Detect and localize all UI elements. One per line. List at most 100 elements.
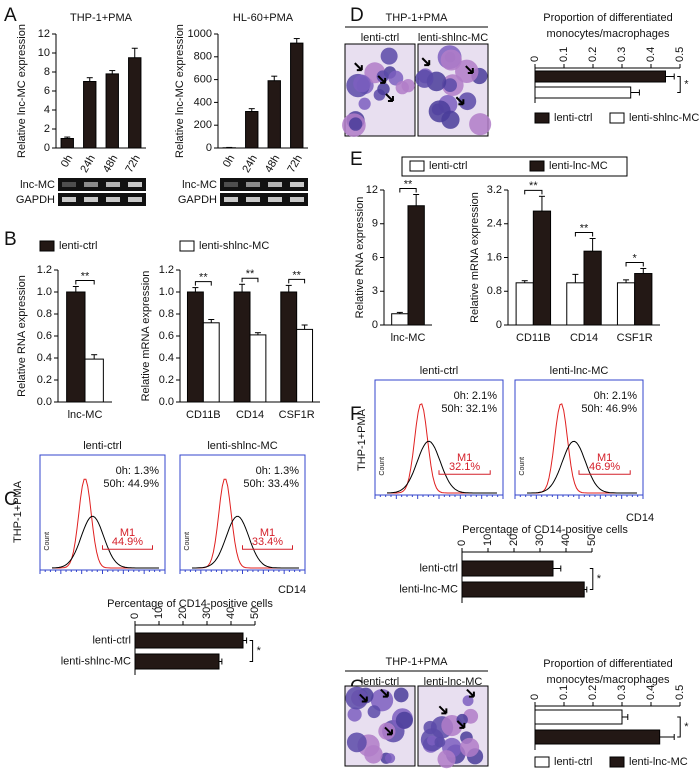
- cell: [358, 97, 371, 110]
- y-tick-label: 0.4: [159, 352, 174, 364]
- y-tick-label: 0.4: [37, 352, 52, 364]
- gel-strip: [58, 193, 146, 206]
- significance-label: **: [292, 269, 301, 281]
- count-label: Count: [184, 532, 191, 551]
- y-axis-label: Relative lnc-MC expression: [16, 24, 28, 158]
- y-tick-label: 4: [44, 104, 50, 116]
- bar: [202, 322, 220, 403]
- cell: [462, 695, 474, 707]
- bar: [134, 653, 220, 670]
- gel-band: [84, 197, 98, 202]
- bar: [83, 81, 97, 149]
- y-axis-label: Relative mRNA expression: [469, 192, 481, 323]
- x-tick-label: 10: [482, 534, 494, 546]
- panel-label: B: [4, 229, 17, 250]
- y-axis-label: Relative RNA expression: [354, 197, 366, 319]
- chart-title: Percentage of CD14-positive cells: [462, 524, 628, 536]
- gate-value: 44.9%: [112, 536, 143, 548]
- significance-bracket: [399, 188, 417, 193]
- bar: [634, 273, 653, 326]
- x-tick-label: 24h: [240, 153, 260, 175]
- x-tick-label: 50: [586, 534, 598, 546]
- arrow: [384, 726, 393, 736]
- gate-name: M1: [260, 527, 275, 539]
- bar: [583, 250, 602, 326]
- flow-frame: [39, 454, 166, 571]
- arrow: [421, 57, 431, 67]
- legend-swatch: [529, 160, 545, 172]
- x-axis-label: CD14: [626, 512, 654, 524]
- x-tick-label: 20: [508, 534, 520, 546]
- legend-swatch: [534, 112, 550, 124]
- histogram-curve: [52, 515, 159, 569]
- bar: [233, 291, 251, 403]
- cell: [437, 750, 456, 769]
- legend-label: lenti-ctrl: [429, 160, 468, 172]
- bar: [534, 70, 666, 83]
- side-label: THP-1+PMA: [356, 408, 368, 471]
- flow-stat: 50h: 33.4%: [243, 478, 299, 490]
- bar: [245, 111, 259, 149]
- gel-band: [62, 182, 76, 187]
- bar: [290, 42, 304, 149]
- x-tick-label: CD11B: [186, 409, 221, 421]
- x-tick-label: 0: [129, 613, 141, 619]
- bar: [128, 57, 142, 149]
- flow-stat: 0h: 1.3%: [256, 465, 300, 477]
- x-tick-label: 48h: [263, 153, 283, 175]
- bar: [534, 729, 661, 745]
- y-tick-label: 0.0: [37, 396, 52, 408]
- gate-name: M1: [120, 527, 135, 539]
- cell: [353, 74, 371, 93]
- image-label: lenti-lnc-MC: [424, 676, 483, 688]
- x-tick-label: 0.1: [558, 47, 570, 62]
- y-tick-label: 2: [44, 123, 50, 135]
- y-tick-label: 10: [38, 47, 50, 59]
- significance-label: *: [633, 252, 638, 264]
- gel-label: GAPDH: [16, 194, 55, 206]
- cell: [377, 82, 390, 96]
- cell: [460, 737, 480, 757]
- arrow: [456, 720, 466, 729]
- cell: [443, 78, 457, 92]
- y-tick-label: 600: [194, 74, 212, 86]
- significance-bracket: [574, 232, 594, 237]
- bar: [534, 709, 623, 725]
- arrow: [466, 688, 475, 698]
- cell: [367, 705, 381, 719]
- x-tick-label: CD14: [570, 332, 598, 344]
- count-label: Count: [379, 457, 386, 476]
- flow-frame: [514, 379, 644, 496]
- cell: [458, 92, 477, 111]
- cell: [364, 745, 383, 764]
- significance-label: **: [404, 178, 413, 190]
- significance-label: **: [199, 272, 208, 284]
- x-tick-label: 72h: [123, 153, 143, 175]
- gel-band: [62, 197, 76, 202]
- cell: [347, 707, 362, 722]
- x-tick-label: 50: [249, 607, 261, 619]
- cell: [456, 713, 468, 726]
- bar: [186, 291, 204, 403]
- cell: [434, 736, 446, 748]
- significance-bracket: [194, 281, 212, 286]
- gel-strip: [220, 193, 308, 206]
- x-tick-label: 40: [560, 534, 572, 546]
- bar: [534, 86, 632, 99]
- chart-title: Percentage of CD14-positive cells: [107, 598, 273, 610]
- significance-label: *: [597, 573, 602, 585]
- legend-label: lenti-lnc-MC: [549, 160, 608, 172]
- y-tick-label: 12: [38, 28, 50, 40]
- significance-label: *: [684, 721, 689, 733]
- y-tick-label: 0.8: [487, 285, 502, 297]
- significance-label: **: [246, 268, 255, 280]
- y-tick-label: 0.0: [159, 396, 174, 408]
- gel-label: GAPDH: [178, 194, 217, 206]
- side-label: THP-1+PMA: [12, 480, 24, 543]
- legend-swatch: [609, 756, 625, 768]
- x-tick-label: 0.2: [587, 47, 599, 62]
- bar: [84, 358, 104, 403]
- flow-stat: 0h: 1.3%: [116, 465, 160, 477]
- y-axis-label: Relative RNA expression: [16, 275, 28, 397]
